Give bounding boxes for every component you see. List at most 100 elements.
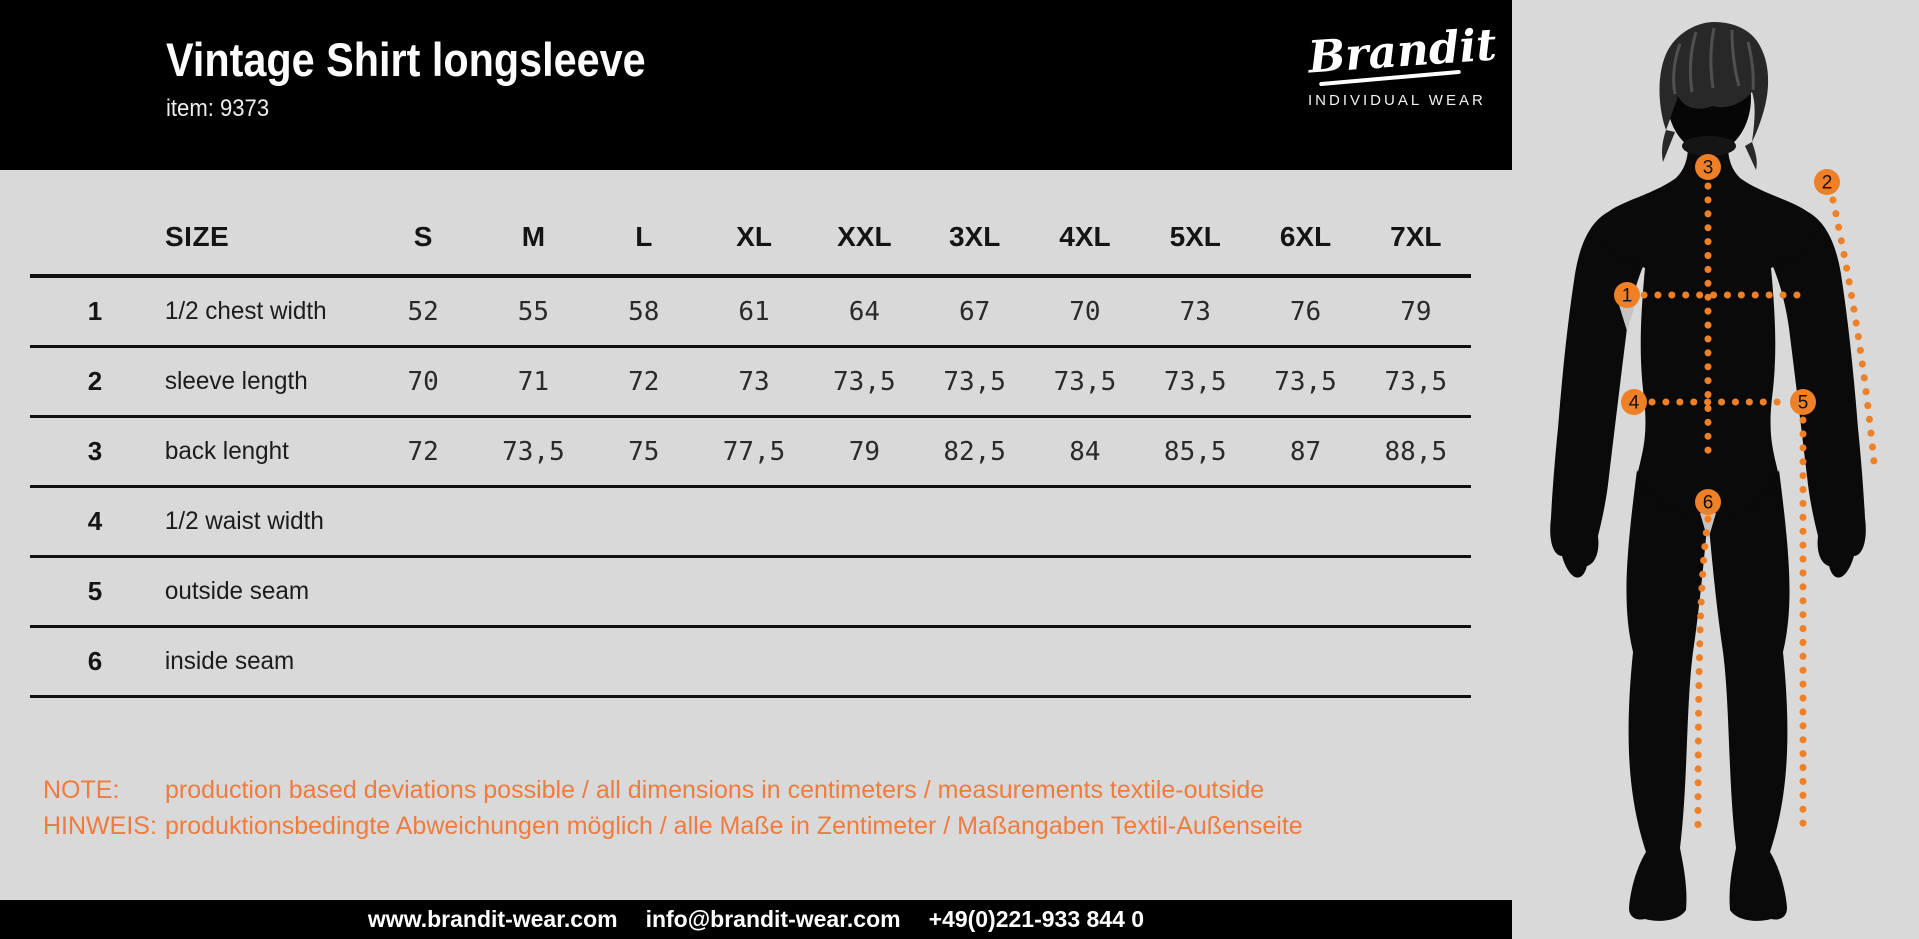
measurement-value: 73 xyxy=(1179,296,1211,327)
measurement-value: 84 xyxy=(1069,436,1101,467)
table-row: 5 outside seam xyxy=(30,558,1471,628)
size-column-header: L xyxy=(635,221,653,252)
brand-tagline: INDIVIDUAL WEAR xyxy=(1308,92,1486,109)
row-label: 1/2 chest width xyxy=(164,297,327,325)
size-table: SIZE S M L XL XXL 3XL 4XL 5XL 6XL 7XL 1 1/2 chest … xyxy=(30,200,1471,698)
svg-text:4: 4 xyxy=(1629,393,1640,414)
measurement-value: 76 xyxy=(1289,296,1322,327)
figure-marker-1: 1 xyxy=(1614,282,1640,308)
measurement-value: 72 xyxy=(628,366,660,397)
measurement-value: 73,5 xyxy=(943,366,1006,397)
footer-bar: www.brandit-wear.com info@brandit-wear.c… xyxy=(0,900,1512,939)
table-row: 3 back lenght 72 73,5 75 77,5 79 82,5 84 85,5 87 88… xyxy=(30,418,1471,488)
hinweis-text: produktionsbedingte Abweichungen möglich… xyxy=(165,812,1303,840)
svg-text:5: 5 xyxy=(1798,393,1809,414)
item-number: item: 9373 xyxy=(166,94,270,122)
size-column-title: SIZE xyxy=(165,221,230,252)
size-column-header: 3XL xyxy=(948,221,1001,252)
figure-hair xyxy=(1659,22,1769,142)
footer-email: info@brandit-wear.com xyxy=(645,906,901,932)
row-label: 1/2 waist width xyxy=(164,507,324,535)
measurement-value: 73,5 xyxy=(833,366,896,397)
measurement-value: 79 xyxy=(1400,296,1432,327)
note-row-de: HINWEIS: produktionsbedingte Abweichunge… xyxy=(43,808,1303,844)
brand-logo-script: Brandit xyxy=(1306,19,1499,84)
measurement-value: 71 xyxy=(517,366,550,397)
note-label: NOTE: xyxy=(43,776,120,804)
measurement-value: 72 xyxy=(407,436,439,467)
svg-text:2: 2 xyxy=(1822,173,1833,194)
measurement-value: 52 xyxy=(407,296,439,327)
measurement-value: 88,5 xyxy=(1384,436,1448,467)
row-label: inside seam xyxy=(164,647,295,675)
measurement-value: 79 xyxy=(848,436,880,467)
row-label: sleeve length xyxy=(164,367,308,395)
header-bar: Vintage Shirt longsleeve item: 9373 Bran… xyxy=(0,0,1512,170)
measurement-value: 64 xyxy=(848,296,880,327)
figure-marker-5: 5 xyxy=(1790,389,1816,415)
row-number: 3 xyxy=(87,436,103,466)
sleeve-length-line xyxy=(1829,196,1878,466)
row-number: 2 xyxy=(87,366,103,396)
measurement-value: 73,5 xyxy=(1274,366,1337,397)
measurement-dotted-lines xyxy=(1640,182,1878,840)
size-column-header: XXL xyxy=(837,221,892,252)
size-column-header: 5XL xyxy=(1169,221,1221,252)
row-number: 4 xyxy=(87,506,103,536)
size-column-header: 6XL xyxy=(1279,221,1332,252)
note-text: production based deviations possible / a… xyxy=(165,776,1265,804)
hair-highlights xyxy=(1672,27,1755,95)
marker-1-tail xyxy=(1619,305,1635,331)
figure-marker-2: 2 xyxy=(1814,169,1840,195)
measurement-value: 55 xyxy=(517,296,550,327)
size-table-header-row: SIZE S M L XL XXL 3XL 4XL 5XL 6XL 7XL xyxy=(30,200,1471,278)
row-number: 5 xyxy=(87,576,103,606)
size-table-body: 1 1/2 chest width 52 55 58 61 64 67 70 73 76 79 2 sle… xyxy=(30,278,1471,698)
size-column-header: S xyxy=(413,221,433,252)
brand-logo: Brandit INDIVIDUAL WEAR xyxy=(1306,19,1498,109)
inside-seam-line xyxy=(1694,515,1712,840)
svg-text:1: 1 xyxy=(1622,286,1633,307)
table-row: 2 sleeve length 70 71 72 73 73,5 73,5 73,5 73,5 73… xyxy=(30,348,1471,418)
measurement-value: 82,5 xyxy=(943,436,1006,467)
footer-website: www.brandit-wear.com xyxy=(367,906,618,932)
measurement-value: 73,5 xyxy=(1053,366,1117,397)
measurement-value: 85,5 xyxy=(1163,436,1227,467)
size-column-header: 7XL xyxy=(1390,221,1442,252)
measurement-value: 70 xyxy=(1069,296,1101,327)
svg-text:3: 3 xyxy=(1703,158,1714,179)
measurement-value: 75 xyxy=(628,436,660,467)
table-row: 6 inside seam xyxy=(30,628,1471,698)
measurement-value: 73,5 xyxy=(502,436,565,467)
measurement-value: 70 xyxy=(407,366,439,397)
figure-marker-4: 4 xyxy=(1621,389,1647,415)
figure-marker-6: 6 xyxy=(1695,489,1721,515)
size-column-header: 4XL xyxy=(1059,221,1111,252)
row-label: outside seam xyxy=(164,577,310,605)
title-block: Vintage Shirt longsleeve item: 9373 xyxy=(166,34,711,123)
measurement-value: 73,5 xyxy=(1384,366,1448,397)
table-row: 1 1/2 chest width 52 55 58 61 64 67 70 73 76 79 xyxy=(30,278,1471,348)
page-title: Vintage Shirt longsleeve xyxy=(166,33,646,86)
measurement-value: 58 xyxy=(628,296,660,327)
row-number: 1 xyxy=(87,296,103,326)
measurement-value: 73 xyxy=(738,366,770,397)
row-number: 6 xyxy=(87,646,103,676)
measurement-value: 67 xyxy=(958,296,991,327)
marker-6-tail xyxy=(1700,513,1716,540)
row-label: back lenght xyxy=(164,437,289,465)
footer-phone: +49(0)221-933 844 0 xyxy=(928,906,1145,932)
measurement-value: 77,5 xyxy=(722,436,786,467)
hinweis-label: HINWEIS: xyxy=(43,812,157,840)
measurement-figure: 1 2 3 4 5 6 xyxy=(1512,0,1919,939)
measurement-value: 73,5 xyxy=(1163,366,1227,397)
table-row: 4 1/2 waist width xyxy=(30,488,1471,558)
size-column-header: M xyxy=(521,221,546,252)
svg-text:6: 6 xyxy=(1703,493,1714,514)
figure-markers: 1 2 3 4 5 6 xyxy=(1614,154,1840,515)
figure-marker-3: 3 xyxy=(1695,154,1721,180)
male-silhouette-illustration: 1 2 3 4 5 6 xyxy=(1550,22,1878,921)
measurement-value: 87 xyxy=(1289,436,1322,467)
notes-block: NOTE: production based deviations possib… xyxy=(43,772,1303,844)
